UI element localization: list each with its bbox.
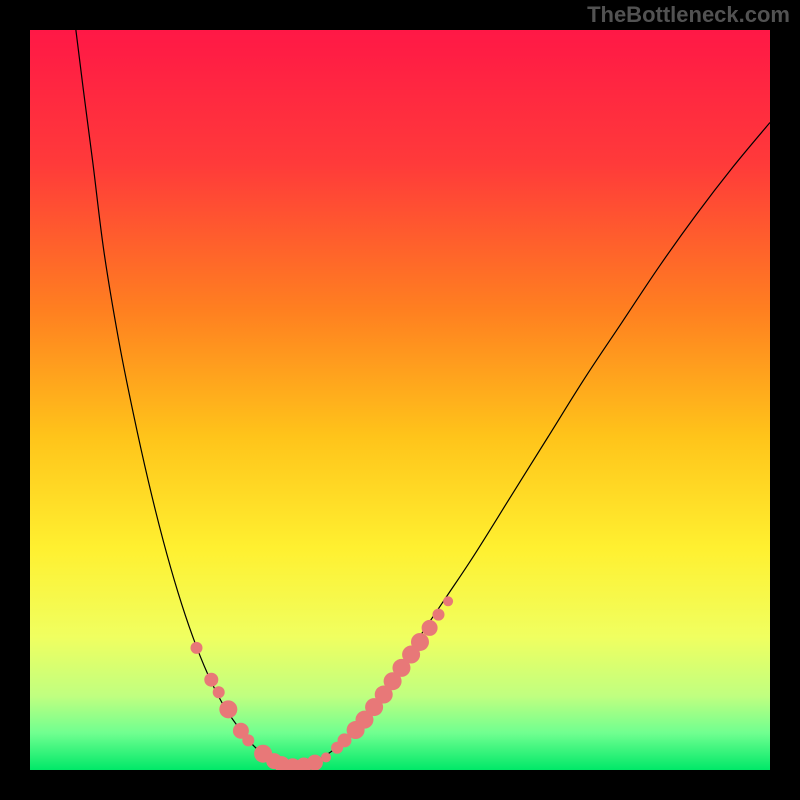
data-marker — [307, 755, 323, 770]
data-marker — [321, 752, 331, 762]
data-marker — [443, 596, 453, 606]
plot-area — [30, 30, 770, 770]
curve-right-branch — [296, 123, 770, 767]
data-marker — [204, 673, 218, 687]
data-marker — [219, 700, 237, 718]
curve-left-branch — [76, 30, 297, 766]
chart-container: TheBottleneck.com — [0, 0, 800, 800]
data-marker — [213, 686, 225, 698]
data-marker — [242, 734, 254, 746]
data-marker — [411, 633, 429, 651]
watermark-text: TheBottleneck.com — [587, 2, 790, 28]
data-marker — [191, 642, 203, 654]
chart-curve-svg — [30, 30, 770, 770]
data-marker — [432, 609, 444, 621]
data-marker — [422, 620, 438, 636]
